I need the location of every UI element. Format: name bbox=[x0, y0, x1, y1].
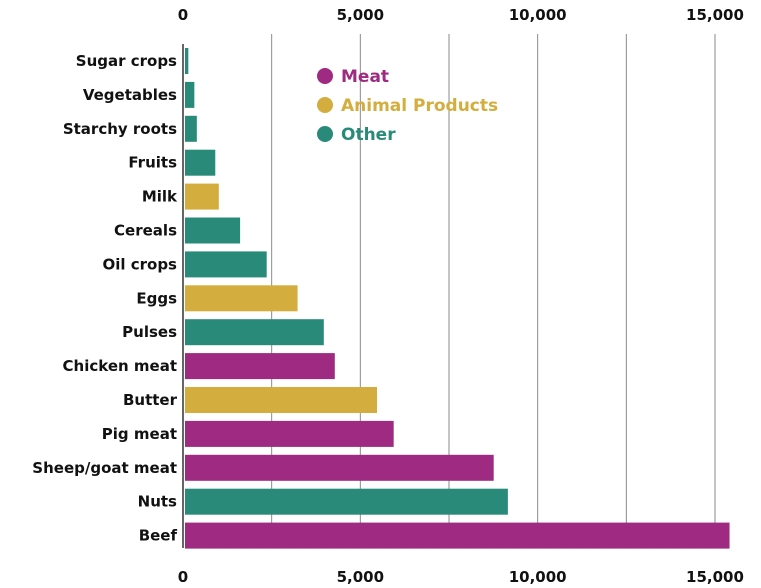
tick-labels: 0 0 5,000 5,000 10,000 10,000 15,000 15,000 bbox=[178, 6, 744, 586]
top-tick-label: 5,000 bbox=[337, 6, 384, 24]
legend-label: Other bbox=[341, 125, 396, 145]
bar bbox=[185, 285, 298, 312]
bottom-tick-label: 15,000 bbox=[686, 568, 744, 586]
category-labels: Sugar crops Vegetables Starchy roots Fruits… bbox=[32, 52, 178, 545]
bar bbox=[185, 48, 189, 74]
legend-label: Animal Products bbox=[341, 96, 498, 116]
category-label: Oil crops bbox=[102, 255, 177, 273]
bar bbox=[185, 454, 494, 481]
category-label: Starchy roots bbox=[63, 120, 177, 138]
bar bbox=[185, 522, 730, 549]
category-label: Cereals bbox=[114, 222, 177, 240]
bar bbox=[185, 488, 508, 515]
legend-label: Meat bbox=[341, 67, 389, 87]
bottom-tick-label: 0 bbox=[178, 568, 188, 586]
category-label: Beef bbox=[139, 527, 178, 545]
category-label: Vegetables bbox=[83, 86, 177, 104]
bar bbox=[185, 149, 216, 176]
bar bbox=[185, 183, 219, 210]
category-label: Milk bbox=[142, 188, 178, 206]
bottom-tick-label: 10,000 bbox=[509, 568, 567, 586]
legend-marker bbox=[317, 97, 333, 113]
category-label: Sugar crops bbox=[76, 52, 177, 70]
category-label: Pulses bbox=[122, 323, 177, 341]
legend-marker bbox=[317, 68, 333, 84]
bar bbox=[185, 251, 267, 278]
bars bbox=[185, 48, 730, 549]
bar bbox=[185, 115, 197, 142]
legend-marker bbox=[317, 126, 333, 142]
category-label: Sheep/goat meat bbox=[32, 459, 177, 477]
top-tick-label: 15,000 bbox=[686, 6, 744, 24]
category-label: Fruits bbox=[128, 154, 177, 172]
category-label: Pig meat bbox=[102, 425, 177, 443]
bar bbox=[185, 217, 241, 244]
bar bbox=[185, 387, 378, 413]
bar bbox=[185, 420, 394, 447]
bottom-tick-label: 5,000 bbox=[337, 568, 384, 586]
category-label: Chicken meat bbox=[63, 357, 177, 375]
category-label: Butter bbox=[123, 391, 178, 409]
legend: Meat Animal Products Other bbox=[317, 67, 498, 145]
category-label: Nuts bbox=[138, 493, 177, 511]
bar bbox=[185, 319, 324, 346]
category-label: Eggs bbox=[136, 289, 177, 307]
top-tick-label: 0 bbox=[178, 6, 188, 24]
top-tick-label: 10,000 bbox=[509, 6, 567, 24]
bar bbox=[185, 81, 195, 108]
bar bbox=[185, 353, 335, 380]
